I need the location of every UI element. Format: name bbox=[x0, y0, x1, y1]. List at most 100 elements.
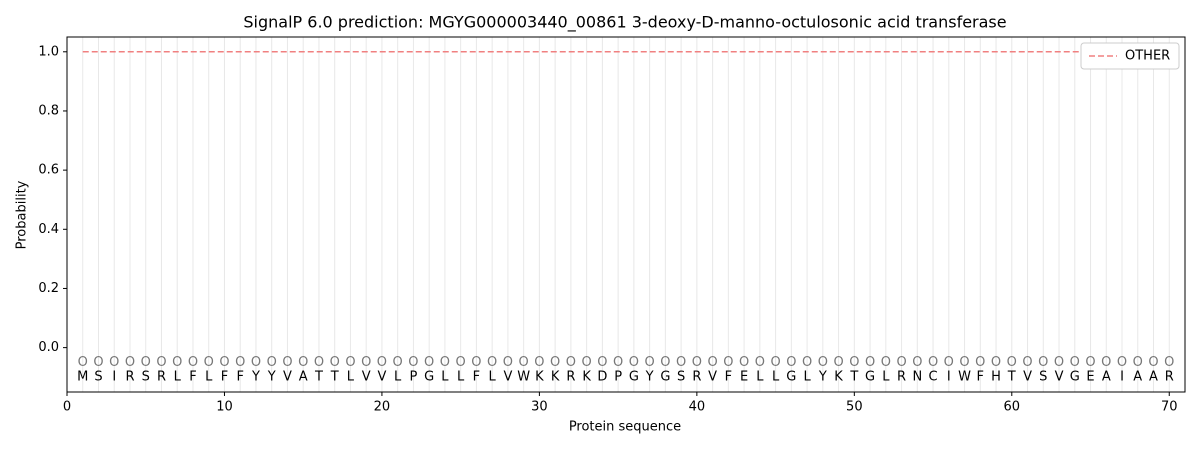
residue: M bbox=[77, 370, 88, 385]
predicted-label: O bbox=[881, 355, 891, 370]
residue: D bbox=[597, 370, 607, 385]
residue: Y bbox=[267, 370, 276, 385]
predicted-label: O bbox=[645, 355, 655, 370]
x-axis-label: Protein sequence bbox=[569, 420, 681, 435]
residue: L bbox=[756, 370, 764, 385]
residue: G bbox=[786, 370, 796, 385]
predicted-label: O bbox=[471, 355, 481, 370]
residue: I bbox=[1120, 370, 1124, 385]
residue: K bbox=[582, 370, 591, 385]
residue: E bbox=[740, 370, 748, 385]
residue: R bbox=[1165, 370, 1174, 385]
predicted-label: O bbox=[456, 355, 466, 370]
predicted-label: O bbox=[408, 355, 418, 370]
y-tick-label: 0.8 bbox=[38, 103, 59, 118]
residue: F bbox=[189, 370, 196, 385]
y-tick-label: 0.6 bbox=[38, 163, 59, 178]
predicted-label: O bbox=[1070, 355, 1080, 370]
predicted-label: O bbox=[109, 355, 119, 370]
residue: G bbox=[660, 370, 670, 385]
predicted-label: O bbox=[267, 355, 277, 370]
residue: H bbox=[991, 370, 1001, 385]
residue: K bbox=[834, 370, 843, 385]
residue: F bbox=[473, 370, 480, 385]
residue: V bbox=[1055, 370, 1064, 385]
residue: V bbox=[362, 370, 371, 385]
residue: T bbox=[314, 370, 323, 385]
plot-frame bbox=[66, 36, 1186, 393]
predicted-label: O bbox=[597, 355, 607, 370]
predicted-label: O bbox=[849, 355, 859, 370]
residue: F bbox=[236, 370, 243, 385]
residue: V bbox=[708, 370, 717, 385]
x-tick-label: 20 bbox=[374, 400, 391, 415]
predicted-label: O bbox=[377, 355, 387, 370]
residue: L bbox=[347, 370, 355, 385]
y-tick-label: 0.4 bbox=[38, 222, 59, 237]
predicted-label: O bbox=[991, 355, 1001, 370]
predicted-label: O bbox=[1148, 355, 1158, 370]
predicted-label: O bbox=[802, 355, 812, 370]
predicted-label: O bbox=[755, 355, 765, 370]
x-tick-label: 10 bbox=[216, 400, 233, 415]
predicted-label: O bbox=[424, 355, 434, 370]
y-tick-label: 1.0 bbox=[38, 44, 59, 59]
y-tick-label: 0.0 bbox=[38, 340, 59, 355]
predicted-label: O bbox=[298, 355, 308, 370]
predicted-label: O bbox=[314, 355, 324, 370]
predicted-label: O bbox=[1133, 355, 1143, 370]
residue: W bbox=[958, 370, 971, 385]
predicted-label: O bbox=[613, 355, 623, 370]
x-tick-label: 70 bbox=[1161, 400, 1178, 415]
residue: K bbox=[551, 370, 560, 385]
predicted-label: O bbox=[251, 355, 261, 370]
predicted-label: O bbox=[692, 355, 702, 370]
x-tick-label: 60 bbox=[1004, 400, 1021, 415]
predicted-label: O bbox=[786, 355, 796, 370]
predicted-label: O bbox=[1085, 355, 1095, 370]
residue: T bbox=[849, 370, 858, 385]
predicted-label: O bbox=[865, 355, 875, 370]
predicted-label: O bbox=[1117, 355, 1127, 370]
residue: F bbox=[221, 370, 228, 385]
predicted-label: O bbox=[723, 355, 733, 370]
predicted-label: O bbox=[345, 355, 355, 370]
residue: Y bbox=[818, 370, 827, 385]
predicted-label: O bbox=[440, 355, 450, 370]
predicted-label: O bbox=[629, 355, 639, 370]
predicted-label: O bbox=[912, 355, 922, 370]
predicted-label: O bbox=[393, 355, 403, 370]
residue: R bbox=[125, 370, 134, 385]
predicted-label: O bbox=[487, 355, 497, 370]
x-tick-label: 40 bbox=[689, 400, 706, 415]
residue: L bbox=[489, 370, 497, 385]
residue: Y bbox=[645, 370, 654, 385]
predicted-label: O bbox=[330, 355, 340, 370]
residue: A bbox=[1149, 370, 1158, 385]
predicted-label: O bbox=[188, 355, 198, 370]
residue: A bbox=[1133, 370, 1142, 385]
predicted-label: O bbox=[204, 355, 214, 370]
residue: V bbox=[1023, 370, 1032, 385]
x-tick-label: 0 bbox=[63, 400, 71, 415]
predicted-label: O bbox=[1022, 355, 1032, 370]
residue: G bbox=[1070, 370, 1080, 385]
predicted-label: O bbox=[1164, 355, 1174, 370]
legend-label: OTHER bbox=[1125, 49, 1170, 64]
predicted-label: O bbox=[566, 355, 576, 370]
residue: S bbox=[94, 370, 102, 385]
residue: G bbox=[629, 370, 639, 385]
residue: V bbox=[283, 370, 292, 385]
predicted-label: O bbox=[125, 355, 135, 370]
predicted-label: O bbox=[660, 355, 670, 370]
predicted-label: O bbox=[582, 355, 592, 370]
residue: L bbox=[205, 370, 213, 385]
predicted-label: O bbox=[707, 355, 717, 370]
predicted-label: O bbox=[770, 355, 780, 370]
residue: L bbox=[882, 370, 890, 385]
predicted-label: O bbox=[1007, 355, 1017, 370]
residue: F bbox=[977, 370, 984, 385]
residue: A bbox=[1102, 370, 1111, 385]
residue: L bbox=[457, 370, 465, 385]
